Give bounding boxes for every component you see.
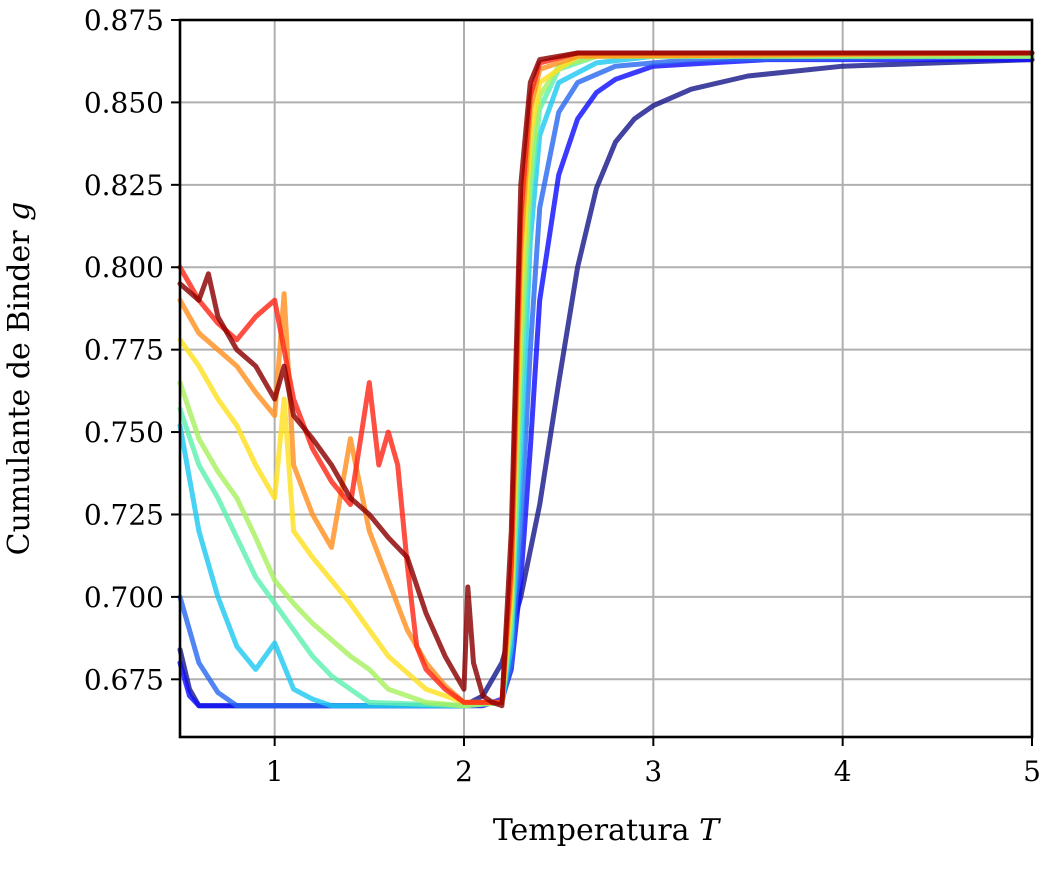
series-line	[177, 50, 1035, 709]
x-tick-label: 5	[1023, 755, 1041, 788]
y-tick-label: 0.825	[84, 169, 164, 202]
y-tick-label: 0.725	[84, 498, 164, 531]
y-tick-label: 0.800	[84, 251, 164, 284]
x-tick-label: 2	[455, 755, 473, 788]
plot-frame	[178, 18, 1034, 739]
y-tick-label: 0.775	[84, 334, 164, 367]
y-tick-label: 0.700	[84, 581, 164, 614]
y-axis-title: Cumulante de Binder g	[2, 202, 37, 556]
y-tick-label: 0.875	[84, 4, 164, 37]
tick-layer: 1 2 3 4 5 0.675 0.700 0.725 0.750 0.775 0.800 0.825…	[84, 4, 1041, 788]
x-tick-label: 3	[644, 755, 662, 788]
y-tick-label: 0.750	[84, 416, 164, 449]
y-tick-label: 0.850	[84, 86, 164, 119]
series-line	[177, 53, 1035, 709]
series-layer	[177, 50, 1035, 709]
x-tick-label: 4	[834, 755, 852, 788]
x-tick-label: 1	[266, 755, 284, 788]
y-tick-label: 0.675	[84, 663, 164, 696]
x-axis-title: Temperatura T	[493, 813, 721, 848]
